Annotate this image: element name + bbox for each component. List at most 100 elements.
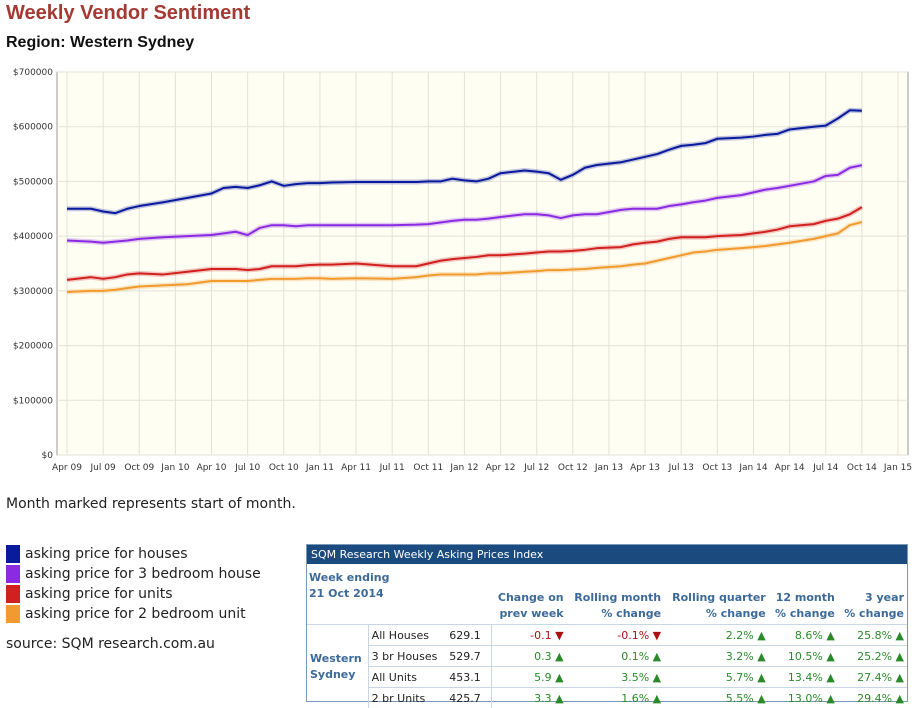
- row-name: All Houses: [368, 625, 444, 646]
- row-index-value: 453.1: [444, 667, 491, 688]
- cell-rolling-quarter: 5.7% ▲: [664, 667, 769, 688]
- col-header-12-month: 12 month% change: [769, 564, 838, 625]
- row-index-value: 629.1: [444, 625, 491, 646]
- up-arrow-icon: ▲: [757, 650, 765, 663]
- table-row: All Units 453.1 5.9 ▲ 3.5% ▲ 5.7% ▲ 13.4…: [307, 667, 907, 688]
- up-arrow-icon: ▲: [555, 671, 563, 684]
- down-arrow-icon: ▼: [555, 629, 563, 642]
- x-tick-label: Jan 13: [594, 463, 623, 473]
- plot-area: [57, 72, 908, 455]
- y-tick-label: $500000: [13, 177, 53, 187]
- legend-swatch-2br-unit: [6, 605, 20, 623]
- x-tick-label: Oct 10: [269, 463, 299, 473]
- legend-label-houses: asking price for houses: [25, 546, 188, 562]
- y-tick-label: $400000: [13, 232, 53, 242]
- up-arrow-icon: ▲: [826, 629, 834, 642]
- legend-label-2br-unit: asking price for 2 bedroom unit: [25, 606, 246, 622]
- week-ending-date: 21 Oct 2014: [309, 587, 384, 600]
- cell-rolling-month: 1.6% ▲: [567, 688, 665, 708]
- x-tick-label: Jul 09: [90, 463, 116, 473]
- x-tick-label: Oct 13: [702, 463, 732, 473]
- up-arrow-icon: ▲: [896, 629, 904, 642]
- page-title: Weekly Vendor Sentiment: [6, 2, 250, 25]
- source-note: source: SQM research.com.au: [6, 636, 215, 652]
- x-tick-label: Jan 14: [738, 463, 767, 473]
- col-header-rolling-quarter: Rolling quarter% change: [664, 564, 769, 625]
- cell-rolling-quarter: 2.2% ▲: [664, 625, 769, 646]
- table-row: 2 br Units 425.7 3.3 ▲ 1.6% ▲ 5.5% ▲ 13.…: [307, 688, 907, 708]
- y-tick-label: $200000: [13, 342, 53, 352]
- legend-swatch-units: [6, 585, 20, 603]
- up-arrow-icon: ▲: [757, 629, 765, 642]
- x-tick-label: Jan 12: [449, 463, 478, 473]
- table-row: 3 br Houses 529.7 0.3 ▲ 0.1% ▲ 3.2% ▲ 10…: [307, 646, 907, 667]
- chart-note: Month marked represents start of month.: [6, 496, 296, 512]
- week-ending-cell: Week ending 21 Oct 2014: [307, 564, 491, 625]
- up-arrow-icon: ▲: [653, 650, 661, 663]
- x-tick-label: Apr 09: [52, 463, 82, 473]
- x-tick-label: Jan 15: [883, 463, 912, 473]
- cell-3-year: 25.8% ▲: [838, 625, 907, 646]
- cell-rolling-quarter: 5.5% ▲: [664, 688, 769, 708]
- x-tick-label: Jul 12: [523, 463, 549, 473]
- price-line-chart: $0$100000$200000$300000$400000$500000$60…: [0, 62, 915, 492]
- x-tick-label: Jul 13: [668, 463, 694, 473]
- x-tick-label: Jan 10: [160, 463, 189, 473]
- legend-label-units: asking price for units: [25, 586, 173, 602]
- down-arrow-icon: ▼: [653, 629, 661, 642]
- up-arrow-icon: ▲: [826, 650, 834, 663]
- col-header-3-year: 3 year% change: [838, 564, 907, 625]
- row-name: 3 br Houses: [368, 646, 444, 667]
- cell-12-month: 13.0% ▲: [769, 688, 838, 708]
- cell-rolling-month: 3.5% ▲: [567, 667, 665, 688]
- x-tick-label: Apr 14: [775, 463, 805, 473]
- region-subtitle: Region: Western Sydney: [6, 34, 194, 52]
- x-tick-label: Oct 14: [847, 463, 877, 473]
- asking-prices-index-table: SQM Research Weekly Asking Prices Index …: [306, 544, 908, 702]
- legend-item-houses: asking price for houses: [6, 544, 261, 564]
- row-index-value: 529.7: [444, 646, 491, 667]
- row-name: 2 br Units: [368, 688, 444, 708]
- x-tick-label: Oct 11: [413, 463, 443, 473]
- row-name: All Units: [368, 667, 444, 688]
- up-arrow-icon: ▲: [826, 671, 834, 684]
- x-tick-label: Jul 14: [812, 463, 838, 473]
- x-tick-label: Oct 09: [124, 463, 154, 473]
- x-tick-label: Apr 13: [630, 463, 660, 473]
- x-axis-ticks: Apr 09 Jul 09 Oct 09 Jan 10 Apr 10 Jul 10 Oct …: [52, 463, 912, 473]
- y-axis-ticks: $0$100000$200000$300000$400000$500000$60…: [13, 68, 53, 461]
- y-tick-label: $300000: [13, 287, 53, 297]
- up-arrow-icon: ▲: [555, 650, 563, 663]
- cell-change-prev-week: 0.3 ▲: [491, 646, 566, 667]
- legend-swatch-houses: [6, 545, 20, 563]
- cell-3-year: 27.4% ▲: [838, 667, 907, 688]
- cell-rolling-month: -0.1% ▼: [567, 625, 665, 646]
- x-tick-label: Apr 10: [197, 463, 227, 473]
- x-tick-label: Oct 12: [558, 463, 588, 473]
- x-tick-label: Apr 11: [341, 463, 371, 473]
- up-arrow-icon: ▲: [653, 671, 661, 684]
- legend-item-3br-house: asking price for 3 bedroom house: [6, 564, 261, 584]
- cell-12-month: 10.5% ▲: [769, 646, 838, 667]
- up-arrow-icon: ▲: [896, 671, 904, 684]
- legend-item-2br-unit: asking price for 2 bedroom unit: [6, 604, 261, 624]
- y-tick-label: $0: [42, 451, 54, 461]
- x-tick-label: Jul 10: [234, 463, 260, 473]
- y-tick-label: $700000: [13, 68, 53, 78]
- y-tick-label: $100000: [13, 396, 53, 406]
- cell-rolling-quarter: 3.2% ▲: [664, 646, 769, 667]
- x-tick-label: Apr 12: [486, 463, 516, 473]
- legend-item-units: asking price for units: [6, 584, 261, 604]
- row-index-value: 425.7: [444, 688, 491, 708]
- cell-3-year: 29.4% ▲: [838, 688, 907, 708]
- week-ending-label: Week ending: [309, 571, 389, 584]
- up-arrow-icon: ▲: [896, 650, 904, 663]
- col-header-rolling-month: Rolling month% change: [567, 564, 665, 625]
- legend-label-3br-house: asking price for 3 bedroom house: [25, 566, 261, 582]
- legend-swatch-3br-house: [6, 565, 20, 583]
- cell-rolling-month: 0.1% ▲: [567, 646, 665, 667]
